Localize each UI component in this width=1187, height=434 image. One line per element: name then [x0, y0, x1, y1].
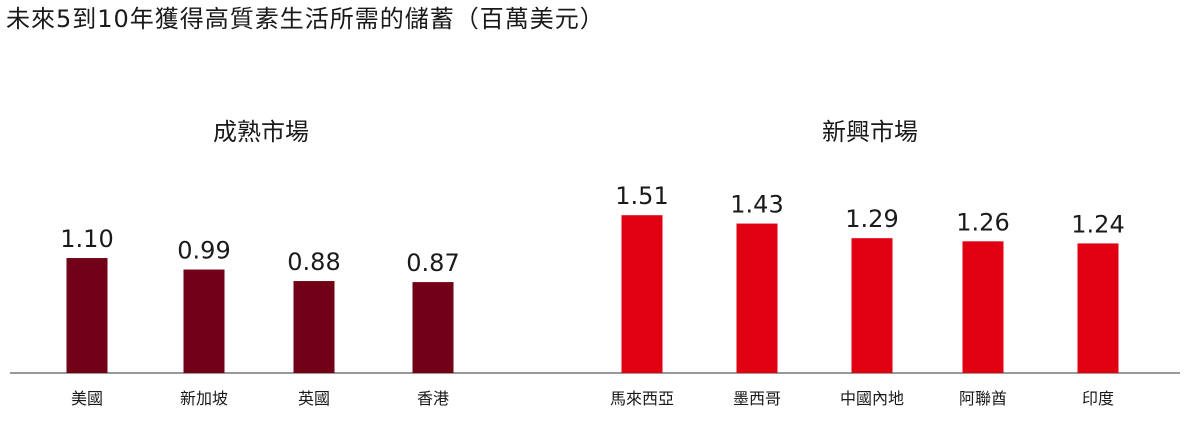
- bar-英國: [293, 281, 335, 373]
- value-label: 1.10: [60, 225, 113, 253]
- bar-新加坡: [183, 269, 225, 373]
- category-label: 阿聯酋: [959, 389, 1007, 408]
- bar-墨西哥: [736, 223, 778, 373]
- category-label: 中國內地: [840, 389, 904, 408]
- category-label: 新加坡: [180, 389, 228, 408]
- group-title-mature: 成熟市場: [213, 118, 309, 146]
- chart-title: 未來5到10年獲得高質素生活所需的儲蓄（百萬美元）: [6, 5, 605, 33]
- category-label: 印度: [1082, 389, 1114, 408]
- value-label: 0.88: [287, 248, 340, 276]
- bar-中國內地: [851, 238, 893, 373]
- category-label: 美國: [71, 389, 103, 408]
- bar-馬來西亞: [621, 215, 663, 373]
- value-label: 1.24: [1071, 210, 1124, 238]
- value-label: 1.29: [845, 205, 898, 233]
- value-label: 1.26: [956, 208, 1009, 236]
- category-label: 香港: [417, 389, 449, 408]
- category-label: 馬來西亞: [610, 389, 674, 408]
- value-label: 0.87: [406, 249, 459, 277]
- category-label: 墨西哥: [733, 389, 781, 408]
- bar-香港: [412, 282, 454, 373]
- bar-印度: [1077, 243, 1119, 373]
- bar-阿聯酋: [962, 241, 1004, 373]
- value-label: 1.51: [615, 182, 668, 210]
- value-label: 0.99: [177, 237, 230, 265]
- value-label: 1.43: [730, 191, 783, 219]
- group-title-emerging: 新興市場: [822, 118, 918, 146]
- bar-美國: [66, 258, 108, 373]
- category-label: 英國: [298, 389, 330, 408]
